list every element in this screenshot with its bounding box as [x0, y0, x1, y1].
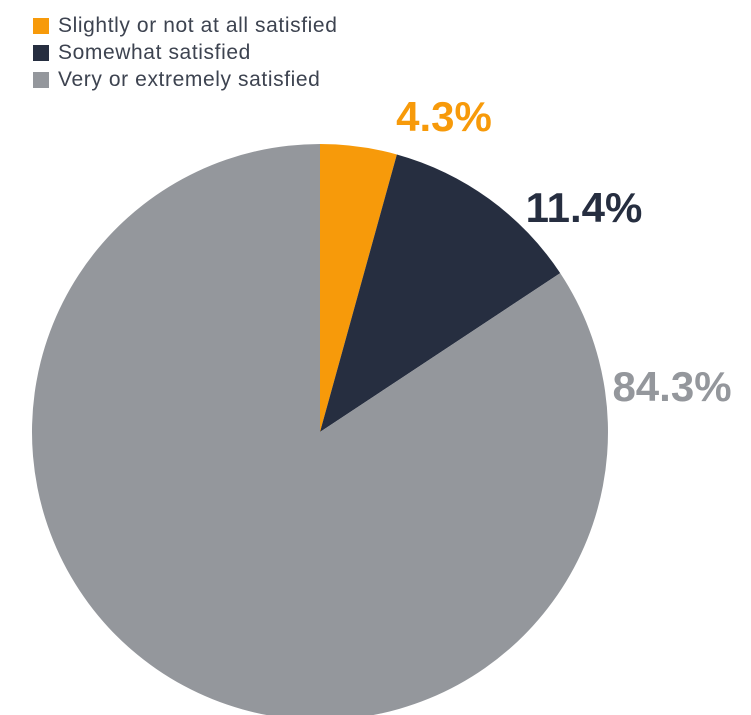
pie-value-labels: 4.3% 11.4% 84.3%	[396, 93, 731, 410]
legend-swatch-somewhat	[33, 44, 49, 61]
legend-item-very-or-extremely: Very or extremely satisfied	[33, 66, 338, 93]
pie-slice-very-or-extremely-satisfied	[31, 144, 608, 715]
legend-label-somewhat: Somewhat satisfied	[58, 40, 251, 64]
data-label-slightly-or-not-at-all-satisfied: 4.3%	[396, 93, 492, 140]
pie-slice-somewhat-satisfied	[320, 154, 561, 432]
pie-slice-slightly-or-not-at-all-satisfied	[320, 144, 397, 432]
legend-label-slightly-or-not: Slightly or not at all satisfied	[58, 13, 338, 37]
data-label-very-or-extremely-satisfied: 84.3%	[612, 363, 731, 410]
legend-swatch-slightly-or-not	[33, 17, 49, 34]
legend-label-very-or-extremely: Very or extremely satisfied	[58, 67, 321, 91]
legend-item-somewhat: Somewhat satisfied	[33, 39, 338, 66]
legend-item-slightly-or-not: Slightly or not at all satisfied	[33, 12, 338, 39]
chart-legend: Slightly or not at all satisfied Somewha…	[33, 12, 338, 93]
pie-slices	[31, 144, 608, 715]
data-label-somewhat-satisfied: 11.4%	[526, 184, 643, 231]
legend-swatch-very-or-extremely	[33, 71, 49, 88]
